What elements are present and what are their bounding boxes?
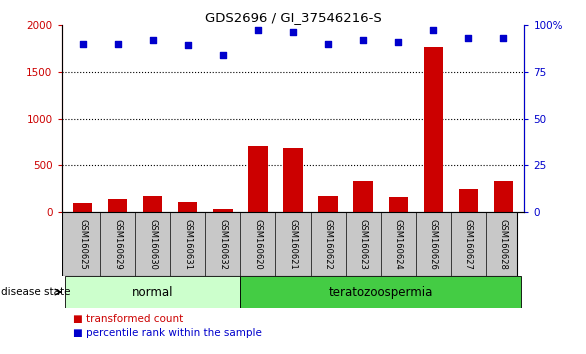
Point [428,28,438,33]
Text: GSM160621: GSM160621 [288,219,298,270]
Bar [353,181,373,212]
Bar [284,148,302,212]
Text: GSM160629: GSM160629 [113,219,122,270]
Point [499,35,508,41]
Bar [318,196,338,212]
Point [253,28,263,33]
Bar [73,203,92,212]
Point [218,52,227,58]
Text: teratozoospermia: teratozoospermia [329,286,433,298]
Point [323,41,333,46]
Text: GSM160628: GSM160628 [499,219,508,270]
FancyBboxPatch shape [240,276,521,308]
Bar [494,181,513,212]
Point [183,42,192,48]
Bar [108,199,127,212]
FancyBboxPatch shape [62,212,517,276]
Text: GSM160631: GSM160631 [183,219,192,270]
Point [394,39,403,45]
Text: GDS2696 / GI_37546216-S: GDS2696 / GI_37546216-S [205,11,381,24]
Text: disease state: disease state [1,287,71,297]
Bar [213,209,233,212]
Bar [389,197,408,212]
Point [288,29,298,35]
Text: GSM160630: GSM160630 [148,219,157,270]
Bar [459,189,478,212]
Point [359,37,368,42]
Text: GSM160632: GSM160632 [219,219,227,270]
Text: GSM160622: GSM160622 [323,219,333,270]
Bar [143,195,162,212]
Bar [248,146,268,212]
Text: GSM160627: GSM160627 [464,219,473,270]
Point [464,35,473,41]
Text: normal: normal [132,286,173,298]
Point [113,41,122,46]
Text: ■ transformed count: ■ transformed count [73,314,183,324]
Bar [178,202,197,212]
Point [78,41,87,46]
Text: ■ percentile rank within the sample: ■ percentile rank within the sample [73,328,262,338]
Text: GSM160620: GSM160620 [253,219,263,270]
Text: GSM160626: GSM160626 [429,219,438,270]
Text: GSM160625: GSM160625 [78,219,87,270]
Text: GSM160624: GSM160624 [394,219,403,270]
Point [148,37,158,42]
FancyBboxPatch shape [65,276,240,308]
Text: GSM160623: GSM160623 [359,219,367,270]
Bar [424,47,443,212]
